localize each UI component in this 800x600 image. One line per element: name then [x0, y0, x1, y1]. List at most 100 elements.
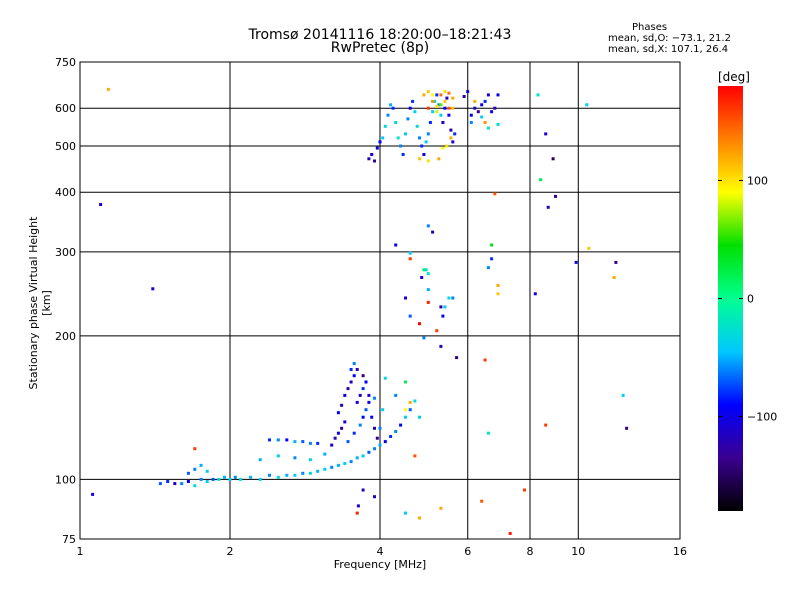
data-point	[408, 408, 412, 412]
data-point	[99, 203, 103, 206]
data-point	[480, 103, 484, 107]
data-point	[276, 454, 280, 458]
data-point	[404, 296, 407, 300]
data-point	[496, 292, 500, 296]
data-point	[268, 438, 271, 442]
data-point	[223, 475, 226, 479]
data-point	[285, 438, 289, 442]
data-point	[439, 113, 443, 117]
data-point	[614, 260, 618, 264]
y-tick-label: 600	[55, 102, 76, 115]
data-point	[413, 110, 417, 114]
data-point	[625, 426, 629, 430]
data-point	[373, 447, 376, 451]
data-point	[418, 322, 421, 326]
colorbar: 100 0 −100	[718, 86, 777, 511]
data-point	[239, 477, 243, 481]
data-point	[373, 396, 376, 400]
x-tick-label: 2	[227, 545, 234, 558]
data-point	[466, 90, 470, 94]
data-point	[418, 516, 421, 520]
y-tick-label: 200	[55, 330, 76, 343]
data-point	[394, 393, 398, 397]
data-point	[554, 194, 557, 198]
data-point	[367, 157, 371, 161]
data-point	[106, 87, 110, 91]
data-point	[381, 136, 385, 140]
data-point	[523, 488, 526, 492]
data-point	[490, 257, 494, 261]
data-point	[381, 408, 385, 412]
data-point	[612, 276, 616, 279]
data-point	[539, 178, 543, 182]
data-point	[408, 106, 412, 110]
axis-ticks: 1 2 4 6 8 10 16 75 100 200 300 400 500 600 750	[55, 56, 687, 558]
data-point	[439, 344, 443, 348]
data-point	[399, 144, 403, 148]
data-point	[493, 106, 497, 110]
y-tick-label: 400	[55, 186, 76, 199]
data-point	[408, 400, 412, 404]
data-point	[352, 374, 356, 378]
data-point	[336, 411, 340, 415]
data-point	[544, 423, 548, 427]
data-point	[443, 99, 447, 103]
data-point	[358, 393, 362, 397]
data-point	[268, 473, 271, 477]
data-point	[533, 292, 537, 296]
data-point	[415, 124, 419, 128]
data-point	[451, 96, 455, 100]
data-point	[276, 438, 280, 442]
data-point	[439, 506, 443, 510]
data-point	[336, 431, 340, 435]
data-point	[426, 272, 430, 276]
data-point	[420, 144, 424, 148]
data-point	[585, 103, 589, 107]
data-point	[386, 113, 390, 117]
data-point	[447, 113, 451, 117]
data-point	[408, 257, 412, 261]
data-point	[199, 463, 203, 467]
data-point	[228, 477, 232, 481]
data-point	[373, 426, 376, 430]
data-point	[424, 268, 428, 272]
data-point	[404, 415, 407, 419]
data-point	[411, 99, 415, 103]
data-point	[408, 251, 412, 255]
data-point	[486, 93, 490, 97]
data-point	[422, 336, 426, 340]
data-point	[258, 477, 262, 481]
data-point	[355, 511, 359, 515]
data-point	[435, 110, 439, 114]
data-point	[276, 475, 280, 479]
data-point	[356, 504, 360, 508]
data-point	[391, 106, 395, 110]
y-tick-label: 75	[62, 533, 76, 546]
data-point	[301, 440, 305, 444]
data-point	[361, 415, 365, 419]
data-point	[496, 284, 500, 287]
data-point	[490, 110, 494, 114]
data-point	[352, 362, 356, 365]
data-point	[422, 93, 426, 97]
colorbar-tick-label: −100	[747, 411, 777, 424]
data-point	[441, 314, 445, 318]
x-tick-label: 16	[673, 545, 687, 558]
data-point	[199, 477, 203, 481]
data-point	[375, 436, 379, 440]
data-point	[508, 532, 512, 535]
data-point	[441, 146, 445, 150]
data-point	[422, 153, 426, 156]
data-point	[404, 511, 407, 515]
phase-stats-o-mode: mean, sd,O: −73.1, 21.2	[608, 33, 731, 44]
data-point	[151, 287, 155, 291]
y-tick-label: 500	[55, 140, 76, 153]
data-point	[621, 393, 625, 397]
data-point	[451, 296, 455, 300]
data-point	[476, 110, 480, 114]
data-point	[355, 368, 359, 371]
data-point	[426, 288, 430, 292]
data-point	[420, 276, 424, 279]
data-point	[375, 146, 379, 150]
